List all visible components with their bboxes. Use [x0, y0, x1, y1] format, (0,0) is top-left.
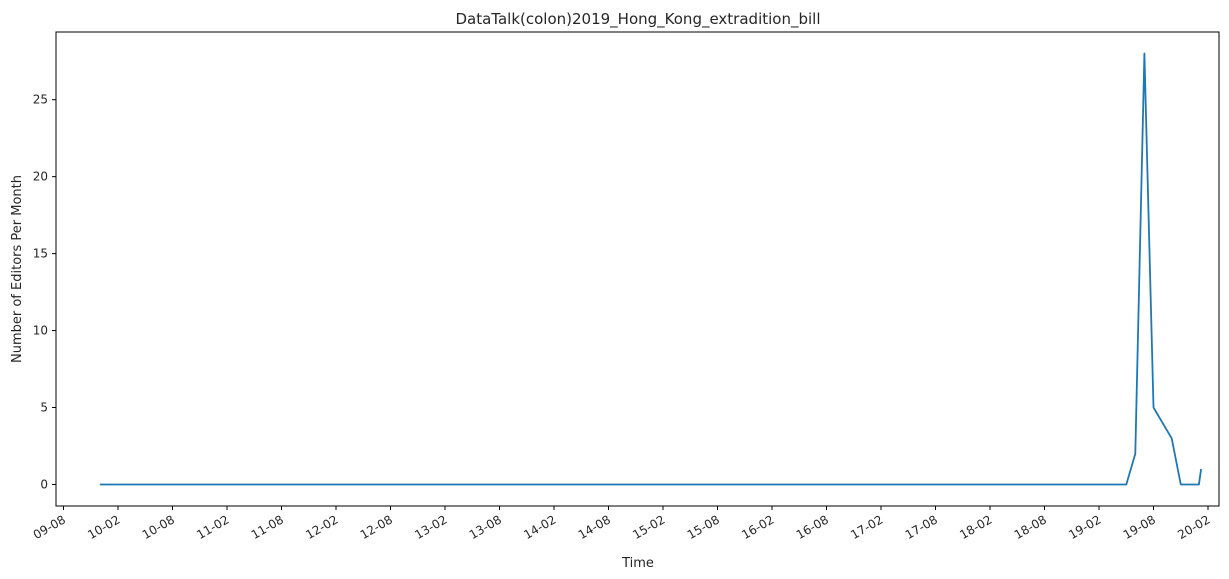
x-tick-label: 16-08 — [794, 512, 831, 542]
x-tick-label: 10-02 — [85, 512, 122, 542]
x-tick-label: 20-02 — [1175, 512, 1212, 542]
x-tick-label: 12-02 — [303, 512, 340, 542]
plot-area-frame — [55, 31, 1220, 507]
y-tick-label: 0 — [40, 477, 48, 491]
x-tick-label: 14-02 — [521, 512, 558, 542]
y-tick-label: 20 — [33, 170, 48, 184]
x-axis-title: Time — [621, 556, 654, 571]
x-tick-label: 15-02 — [630, 512, 667, 542]
x-tick-label: 11-08 — [249, 512, 286, 542]
x-tick-label: 19-02 — [1066, 512, 1103, 542]
y-tick-label: 15 — [33, 247, 48, 261]
y-axis: 0 5 10 15 20 25 — [33, 93, 56, 491]
y-tick-label: 25 — [33, 93, 48, 107]
x-tick-label: 15-08 — [685, 512, 722, 542]
x-tick-label: 12-08 — [358, 512, 395, 542]
y-tick-label: 5 — [40, 401, 48, 415]
x-tick-label: 18-02 — [957, 512, 994, 542]
x-axis: 09-08 10-02 10-08 11-02 11-08 12-02 12-08 13-02… — [31, 506, 1213, 542]
x-tick-label: 17-08 — [903, 512, 940, 542]
x-tick-label: 10-08 — [140, 512, 177, 542]
x-tick-label: 19-08 — [1121, 512, 1158, 542]
series-layer — [99, 52, 1202, 486]
x-tick-label: 14-08 — [576, 512, 613, 542]
y-tick-label: 10 — [33, 324, 48, 338]
x-tick-label: 13-02 — [412, 512, 449, 542]
x-tick-label: 17-02 — [848, 512, 885, 542]
x-tick-label: 09-08 — [31, 512, 68, 542]
x-tick-label: 13-08 — [467, 512, 504, 542]
y-axis-title: Number of Editors Per Month — [10, 175, 25, 363]
chart-title: DataTalk(colon)2019_Hong_Kong_extraditio… — [455, 10, 820, 29]
x-tick-label: 11-02 — [194, 512, 231, 542]
x-tick-label: 16-02 — [739, 512, 776, 542]
x-tick-label: 18-08 — [1012, 512, 1049, 542]
series-line — [99, 52, 1202, 486]
